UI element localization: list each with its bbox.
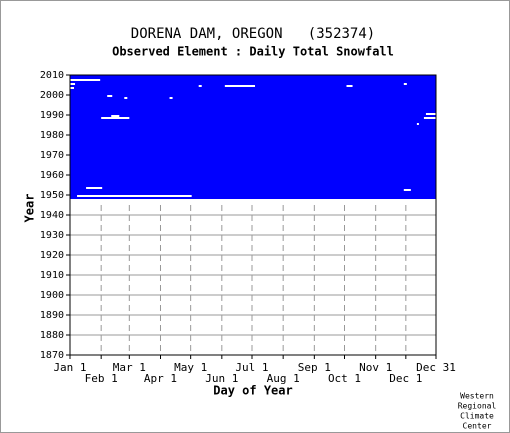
x-tick-label: Dec 31 xyxy=(416,361,456,374)
x-tick-label: Jan 1 xyxy=(53,361,86,374)
x-tick-label: May 1 xyxy=(174,361,207,374)
y-tick-label: 1870 xyxy=(40,350,64,361)
gap xyxy=(425,113,436,115)
credit: Climate xyxy=(460,412,494,421)
gap xyxy=(198,85,202,87)
gap xyxy=(86,187,103,189)
y-tick-label: 1990 xyxy=(40,110,64,121)
y-tick-label: 1900 xyxy=(40,290,64,301)
y-tick-label: 1910 xyxy=(40,270,64,281)
y-axis-label: Year xyxy=(23,194,37,223)
coverage-block xyxy=(70,75,436,201)
gap xyxy=(124,97,128,99)
y-tick-label: 1940 xyxy=(40,210,64,221)
x-tick-label: Jul 1 xyxy=(235,361,268,374)
gap xyxy=(403,83,407,85)
x-tick-label: Feb 1 xyxy=(85,372,118,385)
x-tick-label: Aug 1 xyxy=(267,372,300,385)
gap xyxy=(70,87,75,89)
x-tick-label: Oct 1 xyxy=(328,372,361,385)
gap xyxy=(101,117,130,119)
gap xyxy=(416,123,419,125)
gap xyxy=(111,115,120,117)
x-tick-label: Dec 1 xyxy=(389,372,422,385)
chart-subtitle: Observed Element : Daily Total Snowfall xyxy=(112,45,394,59)
x-tick-label: Sep 1 xyxy=(298,361,331,374)
gap xyxy=(423,117,436,119)
gap xyxy=(107,95,113,97)
y-tick-label: 1920 xyxy=(40,250,64,261)
y-tick-label: 1930 xyxy=(40,230,64,241)
gap xyxy=(346,85,353,87)
x-axis-label: Day of Year xyxy=(213,384,292,398)
gap xyxy=(403,189,411,191)
y-tick-label: 1880 xyxy=(40,330,64,341)
gap xyxy=(77,195,192,197)
y-tick-label: 1980 xyxy=(40,130,64,141)
y-tick-label: 1890 xyxy=(40,310,64,321)
y-tick-label: 2000 xyxy=(40,90,64,101)
y-tick-label: 1960 xyxy=(40,170,64,181)
x-tick-label: Nov 1 xyxy=(359,361,392,374)
gap xyxy=(169,97,173,99)
y-tick-label: 1970 xyxy=(40,150,64,161)
gap xyxy=(224,85,256,87)
chart-title: DORENA DAM, OREGON (352374) xyxy=(131,26,375,42)
credit: Center xyxy=(463,422,492,431)
x-tick-label: Jun 1 xyxy=(205,372,238,385)
plot-border xyxy=(69,74,437,356)
y-tick-label: 2010 xyxy=(40,70,64,81)
gap xyxy=(70,199,252,201)
x-tick-label: Apr 1 xyxy=(144,372,177,385)
gap xyxy=(70,83,76,85)
gap xyxy=(70,79,101,81)
x-tick-label: Mar 1 xyxy=(113,361,146,374)
credit: Regional xyxy=(458,402,497,411)
gap xyxy=(251,199,436,201)
credit: Western xyxy=(460,392,494,401)
y-tick-label: 1950 xyxy=(40,190,64,201)
